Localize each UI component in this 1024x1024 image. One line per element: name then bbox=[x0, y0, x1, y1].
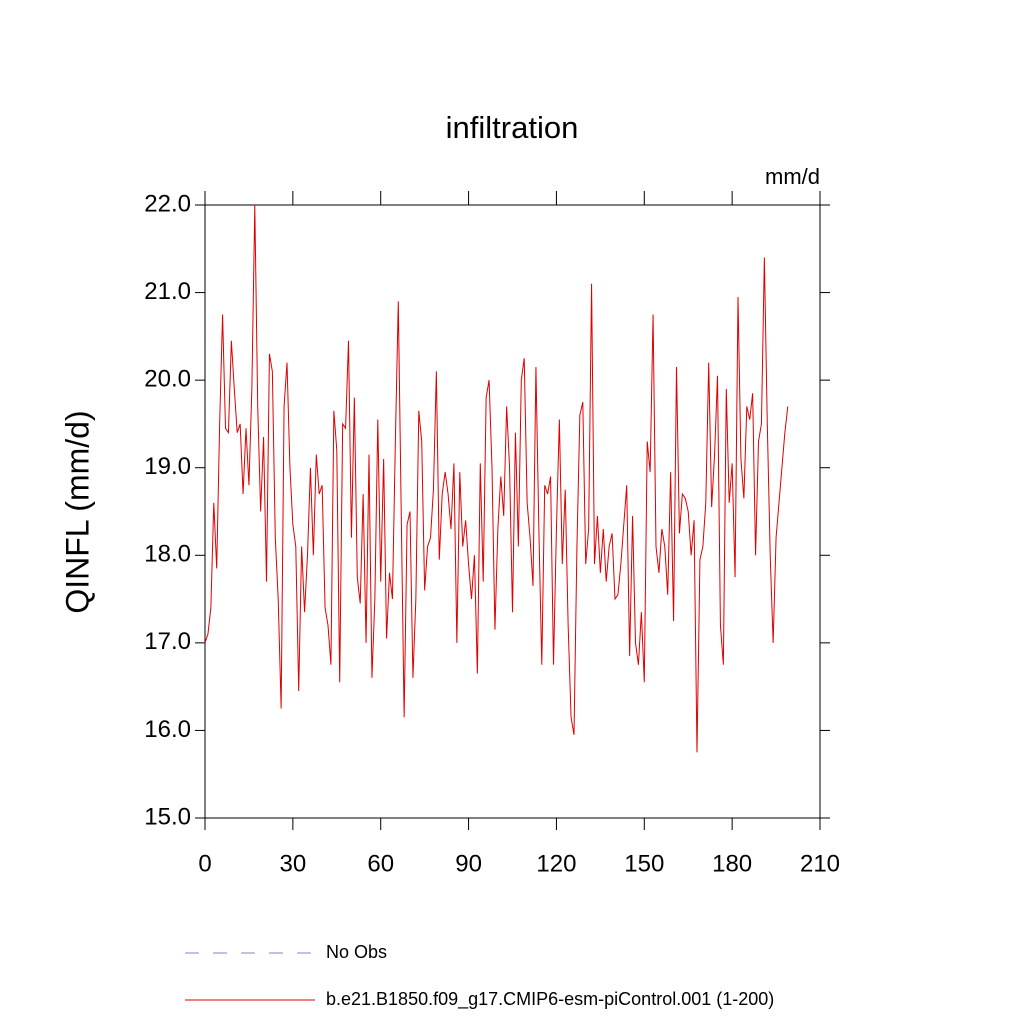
y-tick-label: 19.0 bbox=[144, 453, 191, 480]
units-label: mm/d bbox=[765, 164, 820, 189]
y-tick-label: 16.0 bbox=[144, 716, 191, 743]
y-tick-label: 22.0 bbox=[144, 190, 191, 217]
x-tick-label: 90 bbox=[455, 850, 482, 877]
x-tick-label: 0 bbox=[198, 850, 211, 877]
x-tick-label: 180 bbox=[712, 850, 752, 877]
chart-title: infiltration bbox=[446, 110, 579, 145]
y-tick-label: 20.0 bbox=[144, 365, 191, 392]
x-tick-label: 150 bbox=[624, 850, 664, 877]
x-tick-label: 120 bbox=[536, 850, 576, 877]
y-tick-label: 18.0 bbox=[144, 541, 191, 568]
x-tick-label: 210 bbox=[800, 850, 840, 877]
data-line bbox=[204, 204, 789, 753]
y-tick-label: 15.0 bbox=[144, 803, 191, 830]
x-tick-label: 60 bbox=[367, 850, 394, 877]
y-tick-label: 17.0 bbox=[144, 628, 191, 655]
y-axis-label: QINFL (mm/d) bbox=[59, 410, 95, 613]
y-tick-label: 21.0 bbox=[144, 278, 191, 305]
plot-frame bbox=[204, 204, 821, 819]
legend-label: b.e21.B1850.f09_g17.CMIP6-esm-piControl.… bbox=[326, 989, 774, 1010]
x-tick-label: 30 bbox=[280, 850, 307, 877]
legend-label: No Obs bbox=[326, 942, 387, 962]
